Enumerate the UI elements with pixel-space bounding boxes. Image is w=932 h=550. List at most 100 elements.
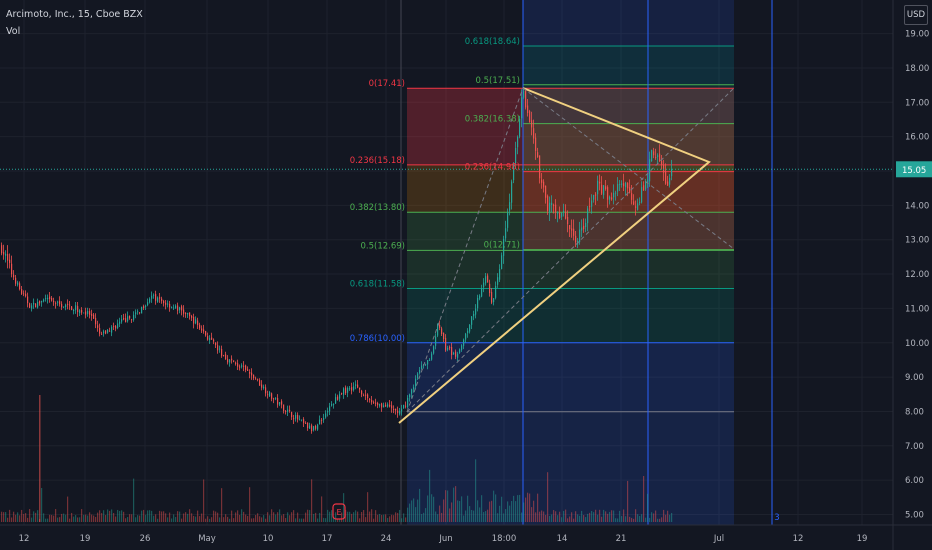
y-tick-label: 8.00	[905, 407, 924, 417]
candle-body	[367, 394, 369, 398]
candle-body	[519, 118, 521, 137]
volume-bar	[217, 512, 219, 522]
currency-button[interactable]: USD	[904, 5, 928, 25]
candle-body	[547, 195, 549, 211]
volume-bar	[273, 512, 275, 522]
candle-body	[187, 312, 189, 315]
volume-bar	[481, 495, 483, 522]
volume-bar	[353, 512, 355, 522]
volume-bar	[297, 512, 299, 522]
candle-body	[537, 152, 539, 158]
candle-body	[495, 286, 497, 298]
volume-bar	[211, 517, 213, 522]
candle-body	[635, 206, 637, 208]
volume-bar	[505, 509, 507, 522]
candle-body	[185, 313, 187, 314]
fib-zone	[407, 88, 734, 165]
volume-bar	[461, 496, 463, 522]
volume-bar	[229, 518, 231, 522]
candle-body	[29, 303, 31, 308]
candle-body	[581, 227, 583, 231]
candle-body	[437, 323, 439, 336]
volume-bar	[365, 517, 367, 522]
volume-bar	[483, 512, 485, 522]
earnings-flag-label: E	[336, 508, 341, 517]
volume-bar	[387, 517, 389, 522]
candle-body	[655, 156, 657, 158]
volume-bar	[339, 518, 341, 522]
candle-body	[131, 319, 133, 321]
volume-bar	[659, 518, 661, 522]
volume-bar	[225, 514, 227, 522]
candle-body	[197, 320, 199, 326]
candle-body	[33, 302, 35, 305]
candle-body	[523, 91, 525, 98]
x-tick-label: 24	[381, 534, 392, 544]
candle-body	[625, 182, 627, 188]
volume-bar	[267, 512, 269, 522]
candle-body	[355, 384, 357, 386]
price-candles	[1, 87, 673, 434]
volume-bar	[341, 512, 343, 522]
candle-body	[541, 179, 543, 183]
volume-bar	[333, 516, 335, 522]
volume-bar	[443, 499, 445, 522]
candle-body	[527, 105, 529, 113]
volume-bar	[499, 505, 501, 522]
volume-bar	[251, 518, 253, 522]
volume-bar	[241, 509, 243, 522]
volume-bar	[561, 517, 563, 522]
candle-body	[157, 297, 159, 302]
volume-bar	[569, 516, 571, 522]
candle-body	[613, 192, 615, 198]
volume-bar	[199, 516, 201, 522]
volume-bar	[13, 511, 15, 522]
candle-body	[583, 225, 585, 230]
volume-bar	[575, 511, 577, 522]
y-tick-label: 19.00	[905, 30, 929, 40]
volume-bar	[501, 496, 503, 522]
candle-body	[483, 282, 485, 288]
candle-body	[133, 314, 135, 320]
volume-bar	[65, 514, 67, 522]
trend-line-dashed	[406, 87, 524, 413]
candle-body	[347, 388, 349, 393]
candle-body	[93, 314, 95, 319]
candle-body	[211, 337, 213, 340]
volume-bar	[219, 517, 221, 522]
volume-bar	[491, 500, 493, 522]
candle-body	[265, 387, 267, 394]
fib-label: 0.236(14.98)	[465, 163, 520, 173]
volume-bar	[215, 511, 217, 522]
candle-body	[513, 163, 515, 181]
volume-bar	[583, 515, 585, 522]
volume-bar	[11, 517, 13, 522]
candle-body	[401, 408, 403, 412]
candle-body	[575, 235, 577, 243]
candle-body	[281, 401, 283, 405]
candle-body	[339, 394, 341, 399]
volume-bar	[635, 509, 637, 522]
candle-body	[485, 276, 487, 284]
candle-body	[61, 303, 63, 308]
volume-bar	[649, 517, 651, 522]
volume-bar	[111, 509, 113, 522]
volume-bar	[609, 511, 611, 522]
volume-bar	[417, 499, 419, 522]
candle-body	[557, 212, 559, 214]
volume-bar	[153, 515, 155, 522]
candle-body	[521, 97, 523, 119]
x-tick-label: 17	[322, 534, 333, 544]
candle-body	[247, 369, 249, 371]
candle-body	[505, 228, 507, 239]
volume-bar	[97, 512, 99, 522]
volume-bar	[271, 509, 273, 522]
candle-body	[569, 225, 571, 230]
volume-bar	[99, 510, 101, 522]
volume-bar	[471, 509, 473, 522]
candle-body	[381, 403, 383, 408]
candle-body	[249, 372, 251, 374]
volume-bar	[253, 518, 255, 522]
